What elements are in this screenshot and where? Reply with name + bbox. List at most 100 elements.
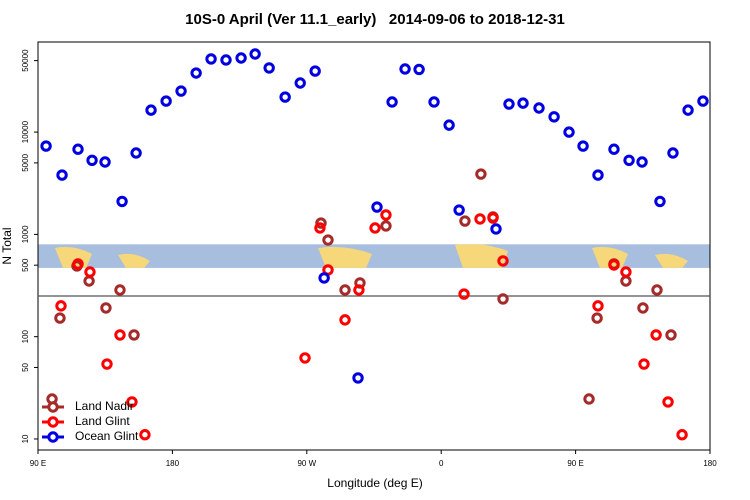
- point: [279, 91, 291, 103]
- land-shape: [118, 253, 150, 268]
- x-tick-label: 180: [166, 459, 180, 468]
- point: [116, 195, 128, 208]
- point: [637, 302, 649, 314]
- point: [86, 154, 98, 167]
- point: [294, 77, 306, 89]
- point: [369, 222, 381, 234]
- point: [299, 352, 311, 364]
- point: [339, 284, 351, 296]
- point: [592, 300, 604, 312]
- legend-marker: [47, 401, 59, 413]
- point: [386, 96, 398, 108]
- x-tick-label: 180: [703, 459, 717, 468]
- point: [443, 119, 455, 131]
- point: [592, 169, 604, 181]
- point: [620, 266, 632, 278]
- point: [676, 429, 688, 441]
- point: [128, 329, 140, 341]
- point: [474, 213, 486, 225]
- point: [126, 396, 138, 408]
- point: [130, 147, 142, 159]
- point: [697, 95, 709, 107]
- legend-marker: [47, 416, 59, 428]
- x-tick-label: 90 E: [567, 459, 583, 468]
- land-shape: [318, 246, 372, 268]
- point: [55, 300, 67, 312]
- point: [114, 284, 126, 296]
- point: [353, 284, 365, 296]
- point: [490, 223, 502, 235]
- land-shape: [655, 253, 688, 268]
- point: [399, 63, 411, 75]
- point: [497, 255, 509, 267]
- point: [114, 329, 126, 341]
- x-tick-label: 90 W: [297, 459, 316, 468]
- point: [620, 275, 632, 287]
- point: [503, 98, 515, 110]
- point: [608, 259, 620, 271]
- y-axis-label: N Total: [0, 227, 14, 264]
- point: [665, 329, 677, 341]
- point: [413, 63, 425, 76]
- point: [517, 97, 529, 109]
- point: [533, 102, 545, 114]
- y-tick-label: 500: [21, 258, 30, 272]
- point: [636, 156, 648, 168]
- legend-marker: [47, 431, 59, 443]
- legend-label: Ocean Glint: [75, 429, 139, 443]
- chart-title: 10S-0 April (Ver 11.1_early) 2014-09-06 …: [185, 11, 565, 28]
- point: [322, 234, 334, 246]
- point: [380, 220, 392, 232]
- point: [101, 358, 113, 370]
- point: [139, 429, 151, 441]
- point: [315, 217, 327, 229]
- point: [72, 143, 84, 155]
- legend-label: Land Nadir: [75, 399, 134, 413]
- x-tick-label: 90 E: [30, 459, 46, 468]
- point: [662, 396, 674, 408]
- point: [190, 67, 202, 79]
- point: [84, 266, 96, 278]
- y-tick-label: 1000: [21, 225, 30, 243]
- point: [487, 212, 499, 224]
- point: [263, 62, 275, 74]
- y-tick-label: 50: [21, 362, 30, 371]
- x-axis-label: Longitude (deg E): [327, 476, 422, 490]
- point: [577, 140, 589, 152]
- point: [475, 168, 487, 180]
- point: [160, 95, 172, 107]
- point: [638, 358, 650, 370]
- point: [235, 52, 247, 64]
- point: [220, 54, 232, 66]
- point: [654, 195, 666, 208]
- point: [563, 126, 575, 138]
- y-tick-label: 50000: [21, 49, 30, 72]
- point: [380, 209, 392, 221]
- point: [249, 48, 261, 60]
- point: [650, 329, 662, 341]
- point: [339, 314, 351, 326]
- point: [548, 111, 560, 123]
- point: [175, 85, 187, 97]
- point: [583, 393, 595, 405]
- point: [54, 312, 66, 324]
- point: [56, 169, 68, 181]
- point: [100, 302, 112, 314]
- y-tick-label: 10: [21, 434, 30, 443]
- point: [453, 204, 465, 216]
- point: [72, 258, 84, 270]
- y-tick-label: 5000: [21, 153, 30, 171]
- map-band: [38, 244, 710, 268]
- point: [591, 312, 603, 324]
- point: [651, 284, 663, 296]
- point: [314, 222, 326, 234]
- point: [682, 104, 694, 116]
- y-tick-label: 100: [21, 329, 30, 343]
- point: [623, 154, 635, 167]
- x-tick-label: 0: [439, 459, 444, 468]
- legend-label: Land Glint: [75, 414, 130, 428]
- point: [318, 272, 330, 284]
- map-ocean: [38, 244, 710, 268]
- point: [497, 293, 509, 305]
